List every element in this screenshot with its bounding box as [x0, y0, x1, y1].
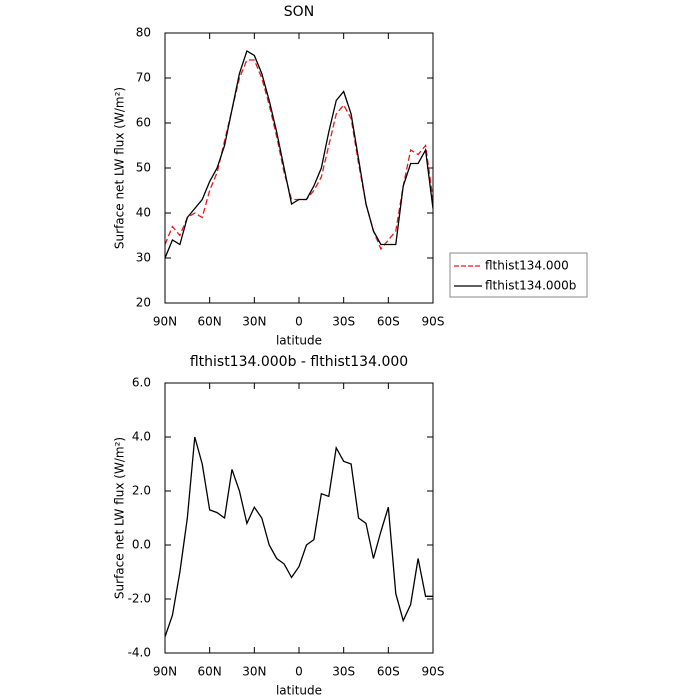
legend-label: flthist134.000 — [485, 259, 569, 273]
y-tick-label: -4.0 — [128, 646, 151, 660]
y-tick-label: 50 — [136, 161, 151, 175]
chart-title: flthist134.000b - flthist134.000 — [190, 354, 408, 370]
y-tick-label: 60 — [136, 116, 151, 130]
y-tick-label: 2.0 — [132, 484, 151, 498]
x-tick-label: 90S — [422, 665, 445, 679]
data-line — [164, 436, 433, 638]
y-tick-label: 40 — [136, 206, 151, 220]
y-axis-label: Surface net LW flux (W/m²) — [113, 437, 127, 599]
x-tick-label: 90N — [153, 665, 177, 679]
plot-frame — [164, 32, 434, 304]
y-tick-label: 20 — [136, 296, 151, 310]
x-tick-label: 90S — [422, 315, 445, 329]
x-tick-label: 30S — [332, 665, 355, 679]
x-tick-label: 30N — [242, 665, 266, 679]
legend: flthist134.000 flthist134.000b — [449, 252, 588, 298]
x-tick-label: 0 — [295, 315, 303, 329]
x-tick-label: 30N — [242, 315, 266, 329]
x-tick-label: 60N — [198, 665, 222, 679]
x-tick-label: 90N — [153, 315, 177, 329]
y-axis-label: Surface net LW flux (W/m²) — [113, 87, 127, 249]
y-tick-label: -2.0 — [128, 592, 151, 606]
x-tick-label: 30S — [332, 315, 355, 329]
x-axis-label: latitude — [276, 684, 322, 698]
x-tick-label: 0 — [295, 665, 303, 679]
y-tick-label: 4.0 — [132, 430, 151, 444]
legend-label: flthist134.000b — [485, 279, 576, 293]
y-tick-label: 30 — [136, 251, 151, 265]
chart-title: SON — [284, 4, 314, 20]
data-line — [164, 59, 434, 251]
data-line — [164, 50, 434, 259]
legend-box — [449, 252, 588, 298]
y-tick-label: 70 — [136, 71, 151, 85]
plot-frame — [164, 382, 434, 654]
y-tick-label: 80 — [136, 26, 151, 40]
x-tick-label: 60N — [198, 315, 222, 329]
x-axis-label: latitude — [276, 334, 322, 348]
y-tick-label: 0.0 — [132, 538, 151, 552]
x-tick-label: 60S — [377, 665, 400, 679]
y-tick-label: 6.0 — [132, 376, 151, 390]
x-tick-label: 60S — [377, 315, 400, 329]
